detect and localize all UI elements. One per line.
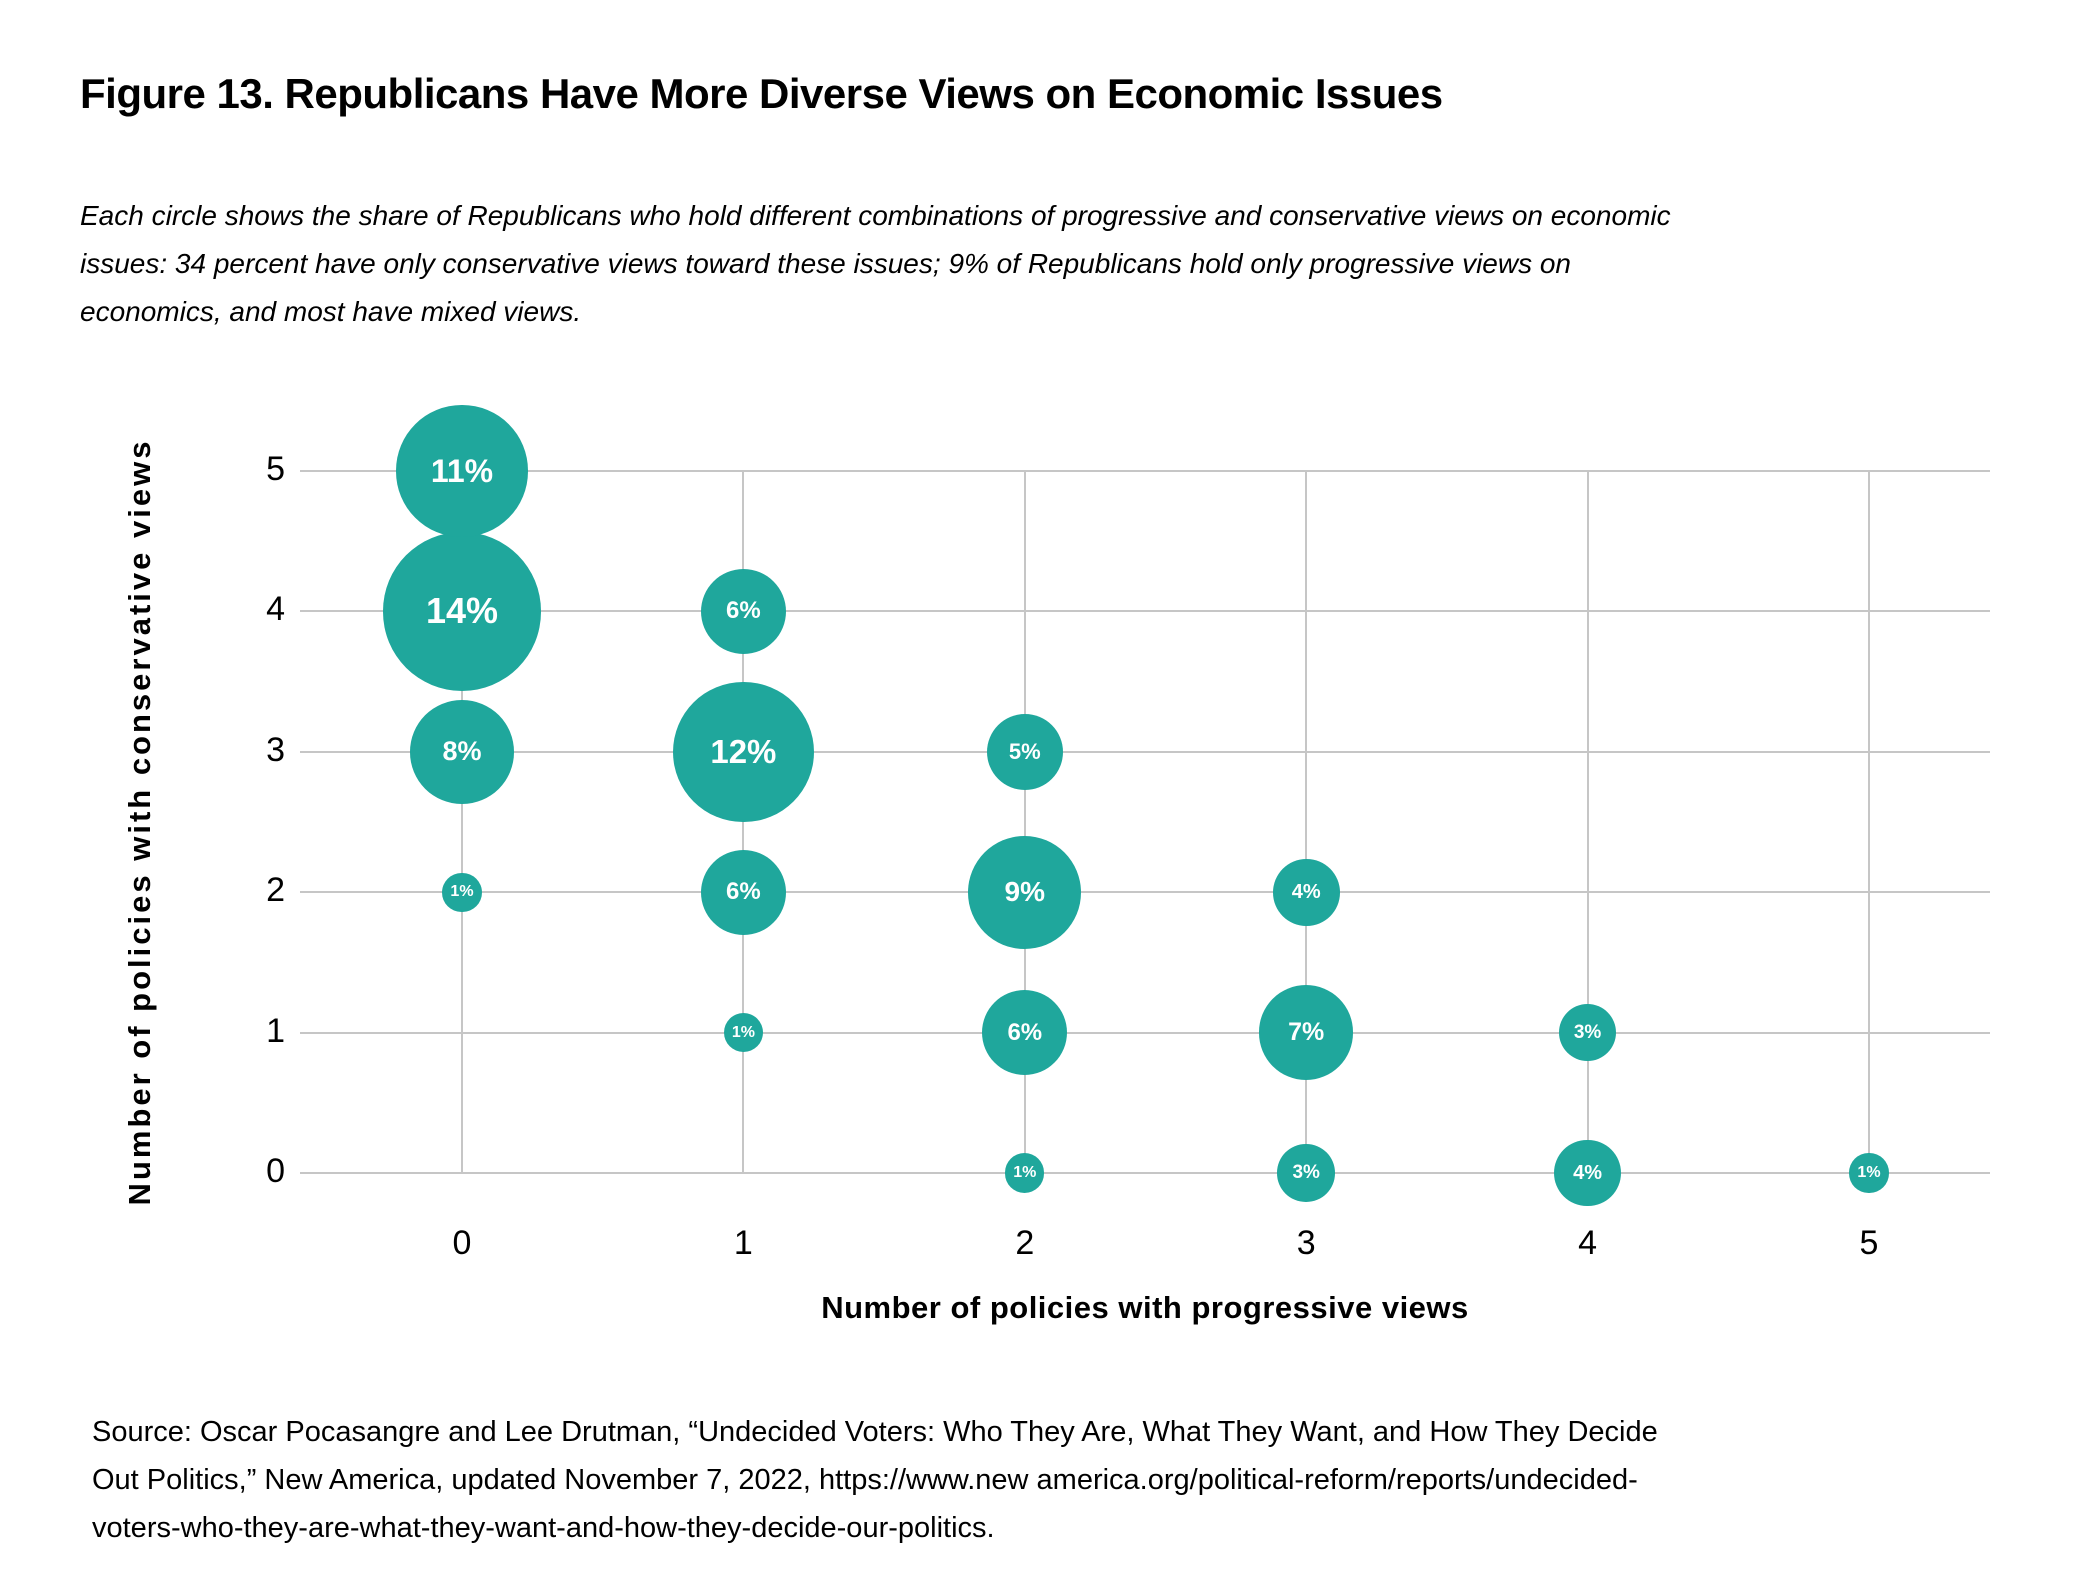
y-tick-label-0: 0 — [266, 1152, 285, 1190]
y-tick-label-5: 5 — [266, 450, 285, 488]
gridline-vertical-2 — [1023, 471, 1026, 1173]
bubble-label: 1% — [731, 1023, 755, 1041]
y-tick-label-3: 3 — [266, 730, 285, 769]
x-tick-label-2: 2 — [1015, 1224, 1035, 1262]
x-tick-label-0: 0 — [452, 1224, 472, 1262]
bubble-x1-y3: 12% — [673, 681, 814, 822]
y-tick-label-2: 2 — [266, 871, 285, 910]
bubble-x0-y4: 14% — [382, 532, 542, 691]
bubble-label: 4% — [1573, 1161, 1603, 1184]
x-tick-label-4: 4 — [1578, 1224, 1598, 1262]
bubble-x4-y0: 4% — [1554, 1139, 1621, 1207]
bubble-label: 4% — [1291, 881, 1321, 904]
gridline-vertical-4 — [1586, 471, 1589, 1173]
gridline-horizontal-4 — [300, 610, 1990, 613]
bubble-x1-y1: 1% — [723, 1013, 763, 1053]
bubble-x4-y1: 3% — [1558, 1003, 1617, 1062]
bubble-label: 14% — [425, 590, 499, 632]
gridline-horizontal-1 — [300, 1031, 1990, 1034]
y-axis-title: Number of policies with conservative vie… — [122, 438, 157, 1206]
x-tick-label-1: 1 — [733, 1224, 753, 1262]
bubble-label: 8% — [442, 736, 482, 767]
source-note: Source: Oscar Pocasangre and Lee Drutman… — [92, 1416, 1658, 1545]
bubble-x0-y3: 8% — [410, 700, 514, 804]
bubble-x5-y0: 1% — [1849, 1153, 1889, 1193]
bubble-label: 6% — [726, 878, 761, 906]
x-tick-label-3: 3 — [1296, 1224, 1316, 1262]
bubble-label: 7% — [1288, 1018, 1325, 1047]
bubble-label: 1% — [1857, 1163, 1881, 1181]
y-tick-label-4: 4 — [266, 590, 285, 629]
figure-subtitle: Each circle shows the share of Republica… — [80, 200, 1671, 328]
bubble-label: 5% — [1008, 738, 1041, 764]
bubble-x0-y2: 1% — [442, 872, 482, 912]
bubble-x1-y2: 6% — [700, 849, 786, 935]
gridline-horizontal-3 — [300, 750, 1990, 753]
x-tick-label-5: 5 — [1859, 1224, 1879, 1262]
figure-title: Figure 13. Republicans Have More Diverse… — [80, 70, 1443, 117]
x-axis-title: Number of policies with progressive view… — [821, 1290, 1469, 1325]
bubble-x3-y2: 4% — [1272, 858, 1340, 926]
gridline-vertical-1 — [742, 471, 745, 1173]
bubble-label: 3% — [1292, 1162, 1320, 1184]
bubble-label: 6% — [726, 597, 761, 625]
bubble-label: 12% — [710, 733, 777, 771]
bubble-x1-y4: 6% — [700, 568, 786, 654]
gridline-horizontal-5 — [300, 470, 1990, 472]
bubble-x2-y1: 6% — [982, 990, 1068, 1076]
gridline-vertical-3 — [1305, 471, 1308, 1173]
gridline-horizontal-0 — [300, 1172, 1990, 1174]
gridline-vertical-0 — [461, 471, 463, 1173]
y-tick-label-1: 1 — [266, 1011, 285, 1050]
gridline-vertical-5 — [1868, 471, 1870, 1173]
bubble-x3-y0: 3% — [1277, 1144, 1335, 1202]
bubble-label: 6% — [1007, 1018, 1043, 1046]
gridline-horizontal-2 — [300, 891, 1990, 894]
bubble-x2-y0: 1% — [1005, 1153, 1045, 1193]
bubble-x2-y3: 5% — [986, 713, 1063, 790]
bubble-label: 1% — [1013, 1163, 1037, 1181]
bubble-x0-y5: 11% — [396, 405, 528, 537]
bubble-label: 1% — [450, 883, 474, 901]
bubble-x2-y2: 9% — [968, 835, 1082, 949]
bubble-label: 11% — [430, 452, 494, 489]
bubble-x3-y1: 7% — [1259, 985, 1354, 1080]
bubble-label: 3% — [1573, 1022, 1602, 1044]
bubble-label: 9% — [1004, 876, 1046, 908]
